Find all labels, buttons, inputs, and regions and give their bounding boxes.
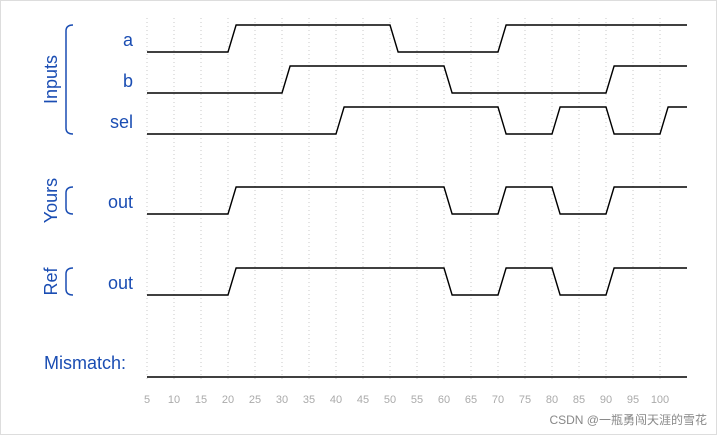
signal-wave — [147, 65, 687, 94]
group-brace — [65, 24, 74, 135]
time-tick-label: 95 — [627, 394, 639, 406]
time-tick-label: 55 — [411, 394, 423, 406]
group-label: Ref — [41, 266, 61, 295]
time-tick-label: 10 — [168, 394, 180, 406]
time-tick-label: 15 — [195, 394, 207, 406]
time-tick-label: 30 — [276, 394, 288, 406]
group-brace — [65, 186, 74, 215]
signal-wave — [147, 186, 687, 215]
mismatch-label: Mismatch: — [44, 353, 126, 373]
group-brace — [65, 267, 74, 296]
time-tick-label: 75 — [519, 394, 531, 406]
signal-wave — [147, 267, 687, 296]
signal-name: sel — [110, 112, 133, 132]
time-tick-label: 80 — [546, 394, 558, 406]
time-tick-label: 5 — [144, 394, 150, 406]
watermark: CSDN @一瓶勇闯天涯的雪花 — [549, 412, 707, 427]
time-tick-label: 60 — [438, 394, 450, 406]
time-tick-label: 65 — [465, 394, 477, 406]
signal-name: b — [123, 71, 133, 91]
time-tick-label: 100 — [651, 394, 669, 406]
time-tick-label: 20 — [222, 394, 234, 406]
time-tick-label: 90 — [600, 394, 612, 406]
signal-name: a — [123, 30, 134, 50]
time-tick-label: 85 — [573, 394, 585, 406]
signal-wave — [147, 24, 687, 53]
time-tick-label: 70 — [492, 394, 504, 406]
time-tick-label: 45 — [357, 394, 369, 406]
time-tick-label: 35 — [303, 394, 315, 406]
group-label: Inputs — [41, 55, 61, 104]
signal-wave — [147, 106, 687, 135]
signal-name: out — [108, 192, 133, 212]
group-label: Yours — [41, 178, 61, 223]
signal-name: out — [108, 273, 133, 293]
time-tick-label: 40 — [330, 394, 342, 406]
time-tick-label: 50 — [384, 394, 396, 406]
time-tick-label: 25 — [249, 394, 261, 406]
